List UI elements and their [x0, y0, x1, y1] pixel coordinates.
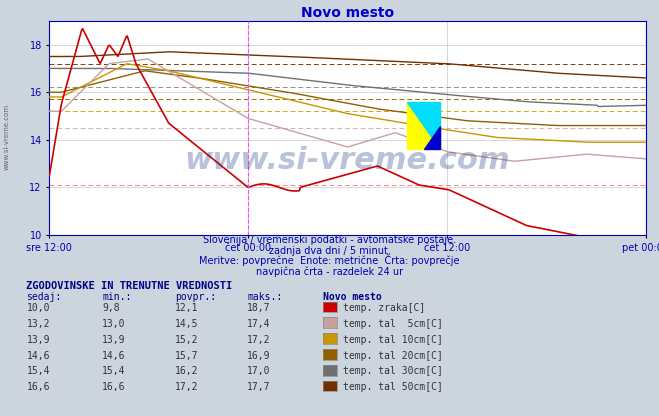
Text: Novo mesto: Novo mesto [323, 292, 382, 302]
Text: 14,6: 14,6 [102, 351, 126, 361]
Title: Novo mesto: Novo mesto [301, 6, 394, 20]
Text: 17,2: 17,2 [247, 335, 271, 345]
Text: sedaj:: sedaj: [26, 292, 61, 302]
Text: 15,4: 15,4 [102, 366, 126, 376]
Text: 13,9: 13,9 [26, 335, 50, 345]
Text: 14,6: 14,6 [26, 351, 50, 361]
Text: maks.:: maks.: [247, 292, 282, 302]
Text: Meritve: povprečne  Enote: metrične  Črta: povprečje: Meritve: povprečne Enote: metrične Črta:… [199, 254, 460, 266]
Text: 9,8: 9,8 [102, 303, 120, 313]
Text: 15,4: 15,4 [26, 366, 50, 376]
Text: 18,7: 18,7 [247, 303, 271, 313]
Text: zadnja dva dni / 5 minut.: zadnja dva dni / 5 minut. [269, 246, 390, 256]
Text: 10,0: 10,0 [26, 303, 50, 313]
Text: 16,6: 16,6 [26, 382, 50, 392]
Text: www.si-vreme.com: www.si-vreme.com [3, 104, 10, 170]
Text: 17,0: 17,0 [247, 366, 271, 376]
Bar [407, 102, 440, 149]
Text: temp. tal 30cm[C]: temp. tal 30cm[C] [343, 366, 443, 376]
Text: temp. zraka[C]: temp. zraka[C] [343, 303, 425, 313]
Text: temp. tal 50cm[C]: temp. tal 50cm[C] [343, 382, 443, 392]
Text: temp. tal  5cm[C]: temp. tal 5cm[C] [343, 319, 443, 329]
Text: 14,5: 14,5 [175, 319, 198, 329]
Text: www.si-vreme.com: www.si-vreme.com [185, 146, 511, 175]
Text: ZGODOVINSKE IN TRENUTNE VREDNOSTI: ZGODOVINSKE IN TRENUTNE VREDNOSTI [26, 281, 233, 291]
Text: 16,6: 16,6 [102, 382, 126, 392]
Text: 15,2: 15,2 [175, 335, 198, 345]
Polygon shape [407, 102, 440, 149]
Text: 13,9: 13,9 [102, 335, 126, 345]
Text: 12,1: 12,1 [175, 303, 198, 313]
Polygon shape [424, 126, 440, 149]
Text: temp. tal 20cm[C]: temp. tal 20cm[C] [343, 351, 443, 361]
Text: 16,9: 16,9 [247, 351, 271, 361]
Text: 13,0: 13,0 [102, 319, 126, 329]
Text: 16,2: 16,2 [175, 366, 198, 376]
Text: povpr.:: povpr.: [175, 292, 215, 302]
Text: 17,7: 17,7 [247, 382, 271, 392]
Text: min.:: min.: [102, 292, 132, 302]
Text: Slovenija / vremenski podatki - avtomatske postaje.: Slovenija / vremenski podatki - avtomats… [203, 235, 456, 245]
Text: 15,7: 15,7 [175, 351, 198, 361]
Text: 17,2: 17,2 [175, 382, 198, 392]
Text: temp. tal 10cm[C]: temp. tal 10cm[C] [343, 335, 443, 345]
Text: 13,2: 13,2 [26, 319, 50, 329]
Text: navpična črta - razdelek 24 ur: navpična črta - razdelek 24 ur [256, 266, 403, 277]
Text: 17,4: 17,4 [247, 319, 271, 329]
